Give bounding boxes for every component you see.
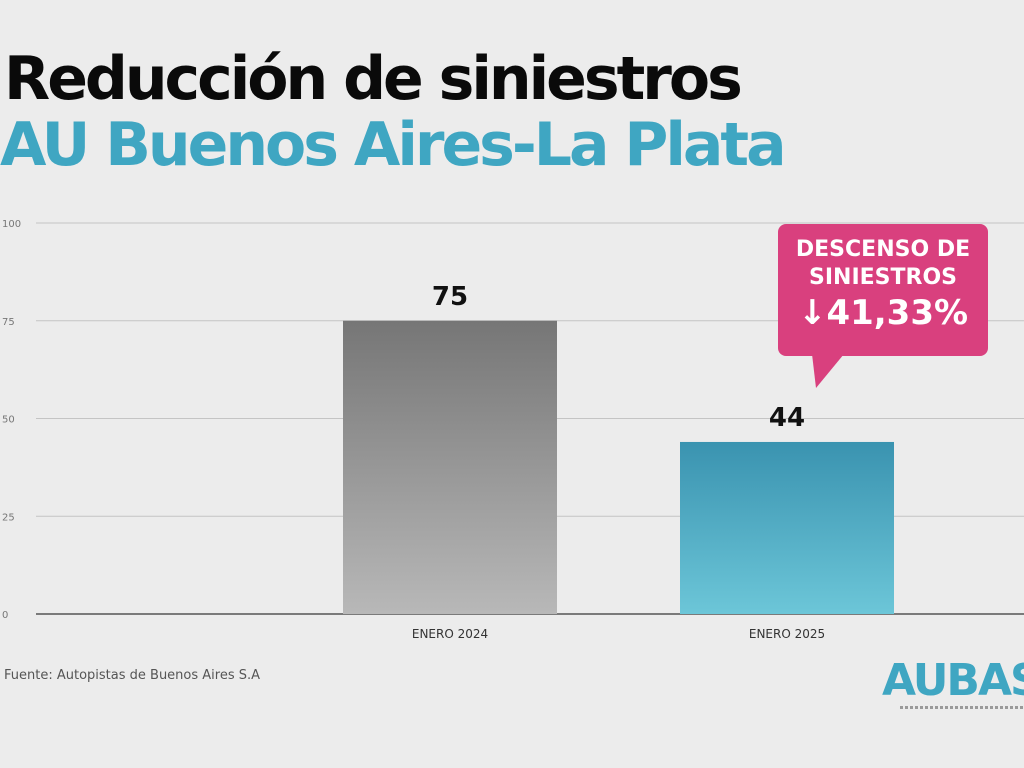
y-tick-label: 75: [2, 317, 15, 328]
y-tick-label: 0: [2, 610, 8, 621]
callout-value: 41,33%: [826, 293, 969, 333]
data-label: 44: [769, 403, 805, 433]
logo-tagline: [900, 706, 1024, 709]
callout-line1: DESCENSO DE: [795, 237, 971, 262]
callout-line2: SINIESTROS: [809, 265, 957, 290]
y-tick-label: 25: [2, 512, 15, 523]
y-tick-label: 50: [2, 415, 15, 426]
chart-subtitle: AU Buenos Aires-La Plata: [0, 110, 787, 180]
source-note: Fuente: Autopistas de Buenos Aires S.A: [4, 668, 261, 683]
callout-percentage: ↓41,33%: [778, 292, 988, 334]
data-label: 75: [432, 282, 468, 312]
y-tick-label: 100: [2, 219, 21, 230]
bar-enero-2025: [680, 441, 894, 614]
down-arrow-icon: ↓: [797, 293, 827, 333]
reduction-callout: DESCENSO DE SINIESTROS ↓41,33%: [778, 224, 988, 356]
bar-enero-2024: [343, 320, 557, 614]
bar-layer: 75 ENERO 2024 44 ENERO 2025: [343, 282, 894, 641]
callout-pointer: [812, 354, 844, 388]
x-tick-label: ENERO 2024: [412, 627, 488, 641]
chart-title: Reducción de siniestros: [4, 44, 743, 114]
aubas-logo: AUBAS: [882, 655, 1024, 706]
x-tick-label: ENERO 2025: [749, 627, 825, 641]
